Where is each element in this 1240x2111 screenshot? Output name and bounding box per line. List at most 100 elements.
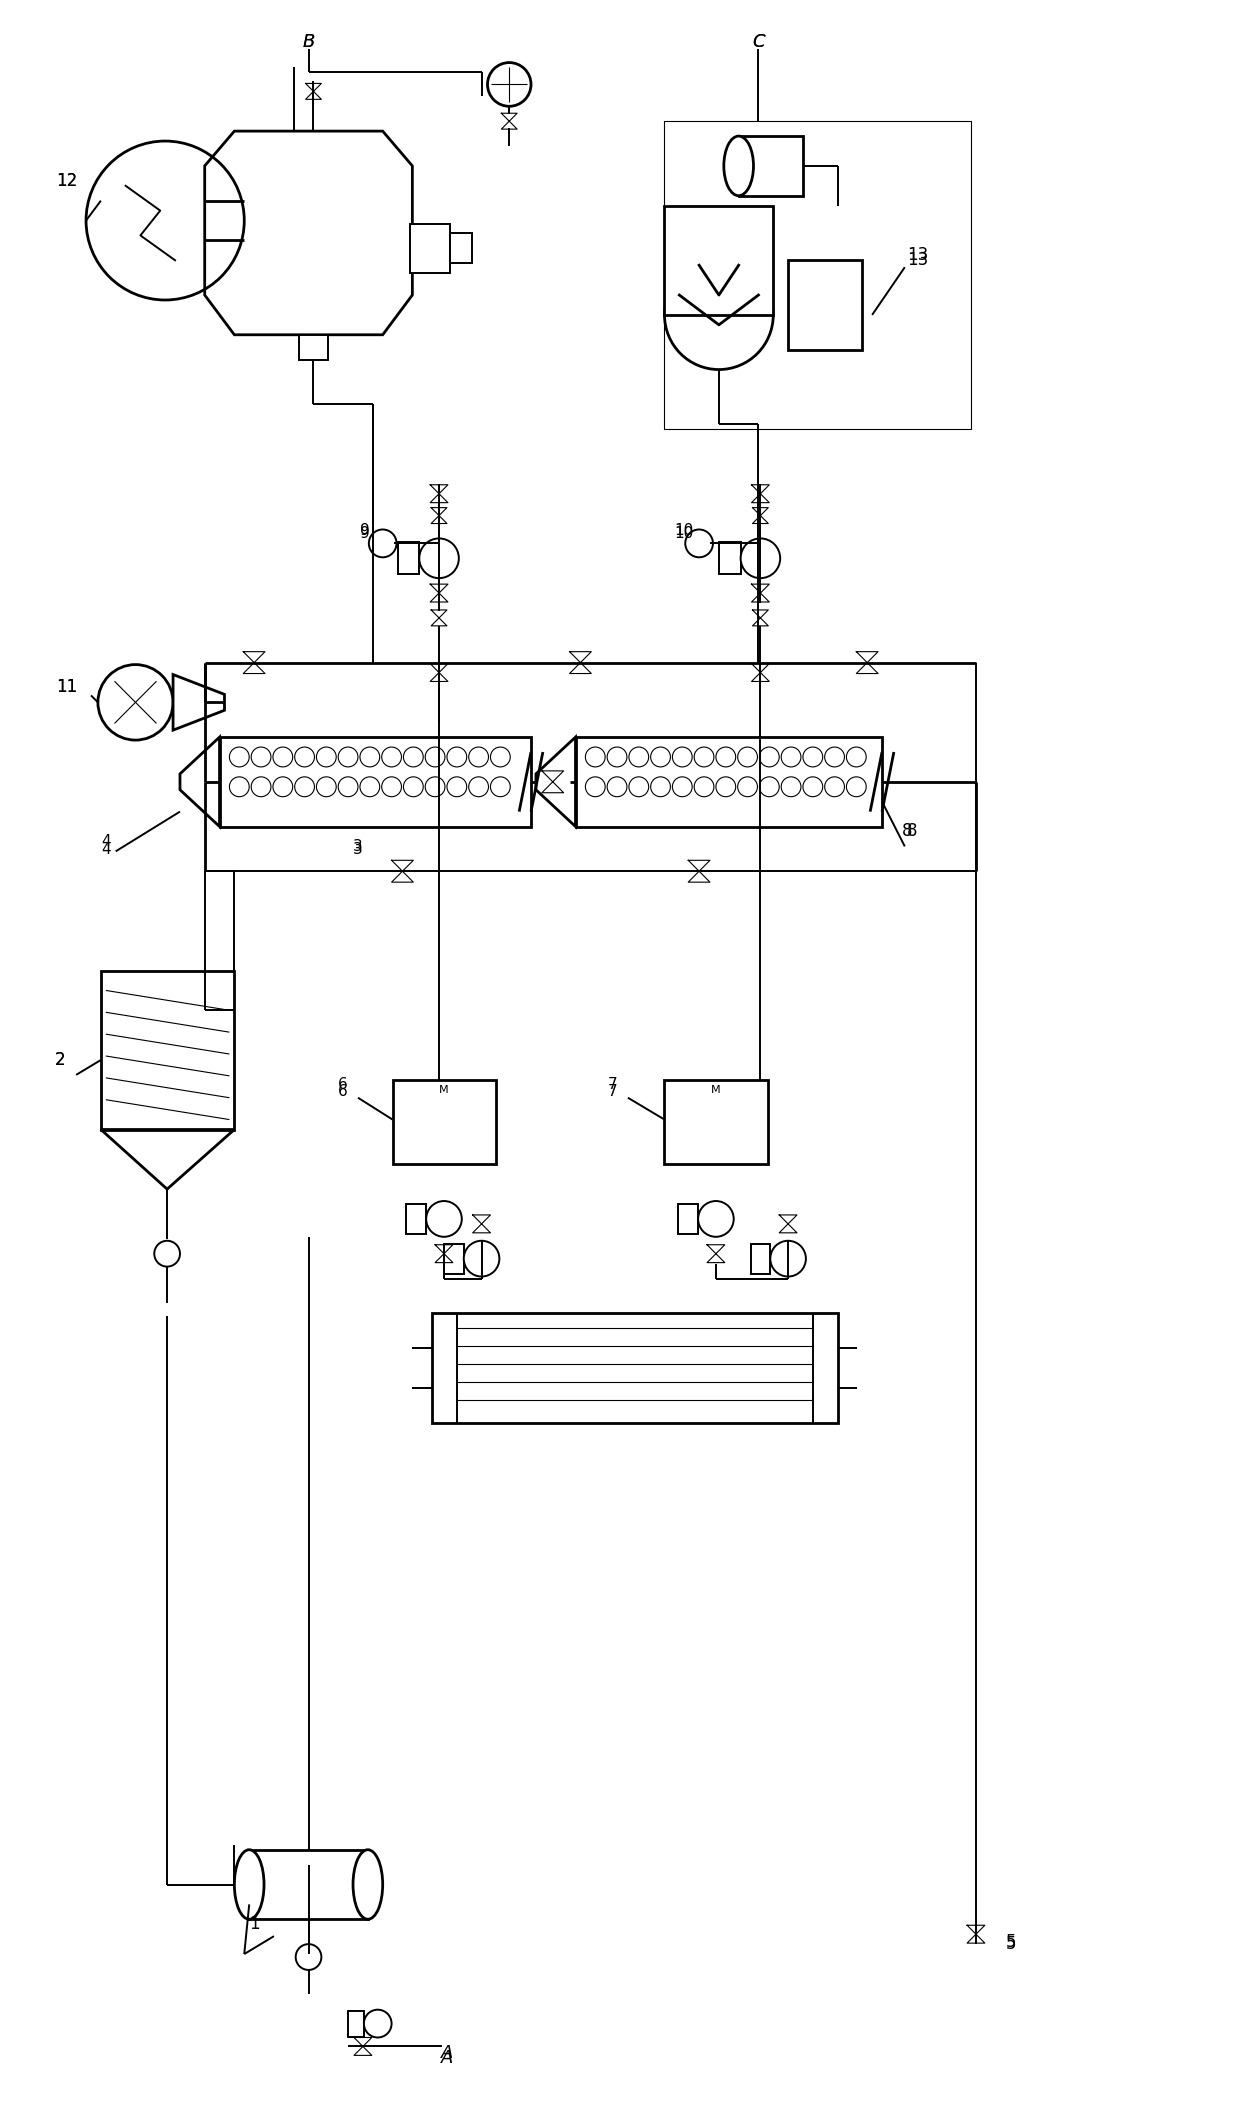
Circle shape [252, 777, 272, 796]
Circle shape [446, 777, 466, 796]
Circle shape [339, 747, 358, 766]
Circle shape [316, 777, 336, 796]
Bar [432, 1313, 837, 1423]
Circle shape [316, 747, 336, 766]
Circle shape [229, 747, 249, 766]
Text: 12: 12 [56, 171, 78, 190]
Circle shape [847, 747, 867, 766]
Text: 6: 6 [339, 1085, 348, 1100]
Text: 11: 11 [56, 678, 78, 697]
Circle shape [781, 777, 801, 796]
Bar [750, 1243, 770, 1273]
Polygon shape [180, 737, 219, 828]
Bar [410, 224, 450, 272]
Circle shape [585, 777, 605, 796]
Text: C: C [753, 32, 765, 51]
Circle shape [804, 777, 822, 796]
Circle shape [770, 1241, 806, 1277]
Circle shape [360, 747, 379, 766]
Polygon shape [536, 737, 575, 828]
Ellipse shape [724, 135, 754, 196]
Text: 12: 12 [56, 171, 78, 190]
Circle shape [491, 747, 510, 766]
Ellipse shape [86, 141, 244, 300]
Text: A: A [440, 2050, 453, 2067]
Circle shape [608, 747, 627, 766]
Bar [719, 543, 740, 574]
Text: A: A [440, 2043, 453, 2062]
Bar [665, 1081, 769, 1165]
Circle shape [715, 747, 735, 766]
Text: 4: 4 [100, 842, 110, 857]
Circle shape [694, 747, 714, 766]
Circle shape [273, 777, 293, 796]
Ellipse shape [234, 1849, 264, 1919]
Text: B: B [303, 32, 315, 51]
Circle shape [469, 747, 489, 766]
Circle shape [419, 538, 459, 578]
Text: C: C [753, 32, 765, 51]
Text: 5: 5 [1006, 1934, 1016, 1951]
Circle shape [738, 747, 758, 766]
Text: 9: 9 [360, 524, 370, 538]
Bar [450, 234, 471, 264]
Bar [444, 1243, 464, 1273]
Circle shape [715, 777, 735, 796]
Bar [398, 543, 419, 574]
Circle shape [403, 777, 423, 796]
Ellipse shape [353, 1849, 383, 1919]
Text: 13: 13 [906, 247, 928, 264]
Circle shape [585, 747, 605, 766]
Circle shape [425, 747, 445, 766]
Circle shape [491, 777, 510, 796]
Circle shape [382, 777, 402, 796]
Circle shape [698, 1201, 734, 1237]
Circle shape [469, 777, 489, 796]
Circle shape [446, 747, 466, 766]
Circle shape [694, 777, 714, 796]
Bar [393, 1081, 496, 1165]
Circle shape [847, 777, 867, 796]
Circle shape [740, 538, 780, 578]
Circle shape [629, 747, 649, 766]
Circle shape [825, 777, 844, 796]
Circle shape [295, 777, 315, 796]
Bar [348, 2010, 363, 2037]
Circle shape [672, 747, 692, 766]
Text: B: B [303, 32, 315, 51]
Text: 2: 2 [55, 1051, 64, 1068]
Circle shape [252, 747, 272, 766]
Text: 7: 7 [608, 1077, 618, 1091]
Text: 13: 13 [906, 251, 928, 270]
Text: 5: 5 [1006, 1936, 1016, 1953]
Text: 6: 6 [339, 1077, 348, 1091]
Circle shape [98, 665, 174, 741]
Circle shape [781, 747, 801, 766]
Circle shape [339, 777, 358, 796]
Circle shape [608, 777, 627, 796]
Text: 1: 1 [249, 1915, 260, 1934]
Circle shape [487, 63, 531, 106]
Bar [219, 737, 531, 828]
Text: 3: 3 [353, 842, 363, 857]
Bar [407, 1203, 427, 1233]
Text: 10: 10 [675, 524, 693, 538]
Text: M: M [711, 1085, 720, 1096]
Text: 2: 2 [55, 1051, 64, 1068]
Bar [678, 1203, 698, 1233]
Circle shape [738, 777, 758, 796]
Bar [665, 120, 971, 429]
Text: 8: 8 [901, 823, 913, 840]
Polygon shape [174, 676, 224, 730]
Circle shape [368, 530, 397, 557]
Bar [249, 1849, 368, 1919]
Bar [100, 971, 234, 1129]
Circle shape [759, 747, 779, 766]
Bar [789, 260, 862, 350]
Bar [665, 205, 774, 315]
Circle shape [403, 747, 423, 766]
Circle shape [651, 777, 671, 796]
Circle shape [651, 747, 671, 766]
Circle shape [686, 530, 713, 557]
Bar [575, 737, 882, 828]
